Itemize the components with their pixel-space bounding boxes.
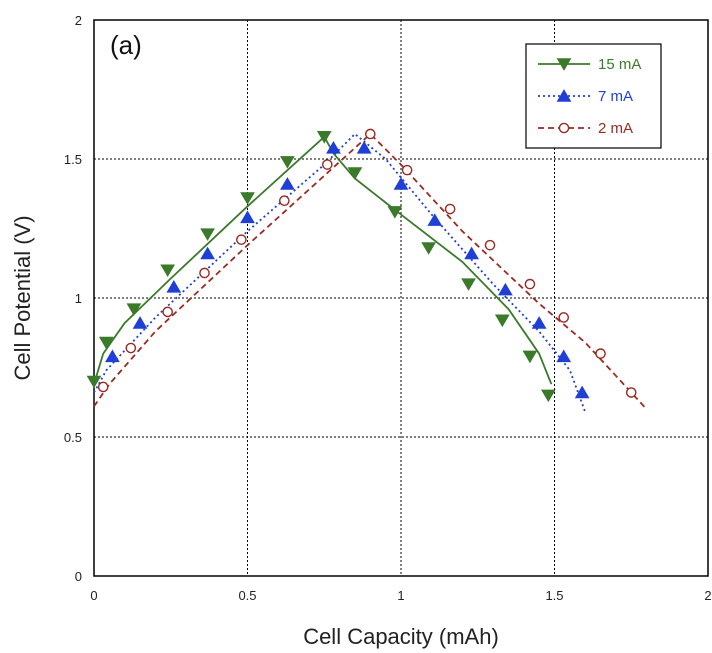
data-point xyxy=(280,156,295,169)
legend-label: 15 mA xyxy=(598,56,641,73)
legend-item: 2 mA xyxy=(538,120,633,137)
legend-swatch-marker xyxy=(558,122,570,134)
series-1 xyxy=(93,132,590,413)
series-line xyxy=(93,132,587,413)
data-point xyxy=(574,385,590,399)
panel-label: (a) xyxy=(110,30,142,60)
data-point xyxy=(444,203,456,215)
data-point xyxy=(364,128,376,140)
data-point xyxy=(427,213,443,226)
series-line xyxy=(93,132,648,410)
data-point xyxy=(279,195,290,206)
data-point xyxy=(126,303,142,316)
legend-item: 7 mA xyxy=(538,88,633,105)
data-point xyxy=(356,141,372,154)
y-tick-label: 0 xyxy=(75,569,82,584)
data-point xyxy=(522,350,538,364)
data-point xyxy=(524,278,536,290)
data-point xyxy=(421,242,437,255)
legend-label: 7 mA xyxy=(598,88,633,105)
x-axis-label: Cell Capacity (mAh) xyxy=(303,624,499,649)
data-point xyxy=(461,278,476,291)
series-group xyxy=(86,128,648,413)
x-tick-label: 2 xyxy=(704,588,711,603)
data-point xyxy=(558,312,570,323)
legend-swatch-marker xyxy=(556,89,572,102)
data-point xyxy=(531,316,547,329)
data-point xyxy=(595,348,606,359)
y-tick-label: 1.5 xyxy=(64,152,82,167)
data-point xyxy=(498,282,513,296)
legend-item: 15 mA xyxy=(538,56,641,73)
data-point xyxy=(322,159,333,170)
data-point xyxy=(105,349,120,363)
data-point xyxy=(326,141,341,154)
y-tick-label: 0.5 xyxy=(64,430,82,445)
data-point xyxy=(401,164,413,176)
y-tick-label: 2 xyxy=(75,13,82,28)
y-tick-label: 1 xyxy=(75,291,82,306)
x-tick-label: 1 xyxy=(397,588,404,603)
data-point xyxy=(240,210,255,224)
data-point xyxy=(494,314,510,328)
data-point xyxy=(199,267,210,279)
data-point xyxy=(98,336,114,350)
data-point xyxy=(200,246,215,260)
data-point xyxy=(160,264,176,278)
plot-frame xyxy=(93,19,709,577)
data-point xyxy=(166,280,182,293)
data-point xyxy=(484,239,496,251)
data-point xyxy=(200,228,215,241)
data-point xyxy=(97,381,109,393)
data-point xyxy=(625,387,637,398)
data-point xyxy=(347,167,363,180)
x-tick-label: 0 xyxy=(90,588,97,603)
data-point xyxy=(236,234,247,245)
series-2 xyxy=(93,128,648,410)
data-point xyxy=(240,192,255,205)
y-axis-label: Cell Potential (V) xyxy=(10,215,35,380)
legend-label: 2 mA xyxy=(598,120,633,137)
tick-labels: 0 0.5 1 1.5 2 0 0.5 1 1.5 2 xyxy=(64,13,712,603)
data-point xyxy=(316,131,332,144)
data-point xyxy=(464,246,479,260)
data-point xyxy=(132,316,148,329)
data-point xyxy=(280,177,295,190)
x-tick-label: 0.5 xyxy=(238,588,256,603)
data-point xyxy=(556,349,572,363)
x-tick-label: 1.5 xyxy=(545,588,563,603)
data-point xyxy=(86,375,102,389)
data-point xyxy=(540,389,556,403)
data-point xyxy=(125,342,137,354)
data-point xyxy=(162,306,173,318)
data-point xyxy=(393,177,409,190)
legend: 15 mA 7 mA 2 mA xyxy=(525,43,662,149)
data-point xyxy=(387,206,403,219)
legend-swatch-marker xyxy=(556,58,572,71)
